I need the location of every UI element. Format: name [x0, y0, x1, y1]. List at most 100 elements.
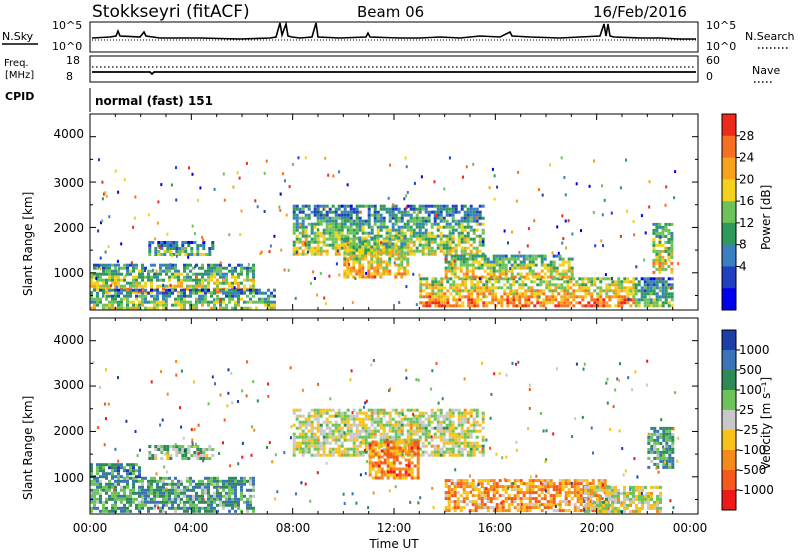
velocity-cell — [228, 482, 231, 486]
power-cell — [246, 306, 249, 310]
velocity-cell — [102, 485, 105, 489]
power-cell — [543, 266, 547, 270]
velocity-cell — [537, 500, 541, 504]
power-cell — [485, 283, 489, 287]
velocity-cell — [392, 443, 396, 447]
power-cell — [546, 263, 550, 267]
velocity-cell — [126, 475, 129, 479]
power-cell — [258, 288, 261, 292]
power-cell — [135, 303, 138, 307]
velocity-cell — [380, 455, 384, 459]
velocity-cell — [316, 438, 320, 442]
velocity-cell — [404, 467, 408, 471]
velocity-cell — [416, 440, 420, 444]
velocity-cell — [430, 420, 434, 424]
velocity-cell — [579, 488, 583, 492]
power-cell — [469, 225, 473, 229]
power-cell — [524, 283, 528, 287]
power-scatter-point — [403, 197, 406, 201]
power-cell — [123, 306, 126, 310]
velocity-cell — [415, 438, 419, 442]
velocity-cell — [361, 417, 365, 421]
velocity-cell — [361, 420, 365, 424]
velocity-cell — [573, 509, 577, 513]
velocity-cell — [304, 447, 308, 451]
velocity-cell — [249, 503, 252, 507]
velocity-cell — [343, 414, 347, 418]
power-cell — [566, 289, 570, 293]
power-cell — [373, 266, 377, 270]
power-cell — [415, 213, 419, 217]
power-cell — [443, 298, 447, 302]
power-cell — [418, 231, 422, 235]
velocity-data-cells — [90, 359, 680, 513]
velocity-cell — [463, 447, 467, 451]
power-cell — [117, 263, 120, 267]
power-cell — [458, 286, 462, 290]
power-cell — [183, 275, 186, 279]
power-scatter-point — [141, 288, 144, 292]
power-cell — [489, 269, 493, 273]
velocity-cell — [413, 464, 417, 468]
velocity-cell — [240, 488, 243, 492]
power-cell — [533, 304, 537, 308]
power-scatter-point — [260, 250, 263, 254]
power-scatter-point — [269, 244, 272, 248]
velocity-cell — [166, 448, 170, 451]
power-cell — [488, 277, 492, 281]
velocity-cell — [406, 408, 410, 412]
power-cell — [655, 267, 659, 271]
velocity-cell — [310, 423, 314, 427]
power-cell — [184, 247, 188, 250]
power-cell — [634, 289, 638, 293]
power-cell — [316, 249, 320, 253]
velocity-cell — [412, 417, 416, 421]
velocity-cell — [418, 429, 422, 433]
velocity-cell — [135, 497, 138, 501]
velocity-cell — [549, 479, 553, 483]
power-cell — [349, 231, 353, 235]
power-cell — [495, 263, 499, 267]
velocity-cell — [210, 479, 213, 483]
velocity-cell — [216, 482, 219, 486]
power-cell — [655, 277, 659, 281]
power-cell — [367, 248, 371, 252]
velocity-cell — [93, 497, 96, 501]
velocity-cell — [516, 488, 520, 492]
velocity-cell — [328, 435, 332, 439]
power-cell — [202, 241, 206, 244]
power-cell — [328, 234, 332, 238]
power-cell — [409, 228, 413, 232]
power-cell — [370, 257, 374, 261]
velocity-cell — [292, 447, 296, 451]
power-cell — [637, 304, 641, 308]
velocity-cell — [528, 494, 532, 498]
power-cell — [566, 286, 570, 290]
power-cell — [475, 249, 479, 253]
power-cell — [198, 278, 201, 282]
velocity-cell — [337, 438, 341, 442]
velocity-cell — [222, 506, 225, 510]
velocity-cell — [111, 506, 114, 510]
power-cell — [476, 292, 480, 296]
velocity-cell — [370, 423, 374, 427]
power-scatter-point — [626, 209, 628, 213]
power-cell — [491, 298, 495, 302]
power-cell — [394, 275, 398, 279]
power-cell — [204, 291, 207, 295]
power-cell — [561, 269, 565, 273]
power-cell — [355, 231, 359, 235]
power-cell — [425, 295, 429, 299]
power-scatter-point — [99, 256, 102, 260]
velocity-cell — [361, 423, 365, 427]
power-cell — [457, 231, 461, 235]
power-cell — [111, 300, 114, 304]
power-scatter-point — [354, 277, 357, 280]
power-cell — [243, 287, 246, 291]
power-cell — [171, 284, 174, 288]
power-cell — [442, 204, 446, 208]
velocity-cell — [340, 453, 344, 457]
power-cell — [527, 295, 531, 299]
velocity-cell — [123, 469, 126, 473]
power-cell — [522, 260, 526, 264]
